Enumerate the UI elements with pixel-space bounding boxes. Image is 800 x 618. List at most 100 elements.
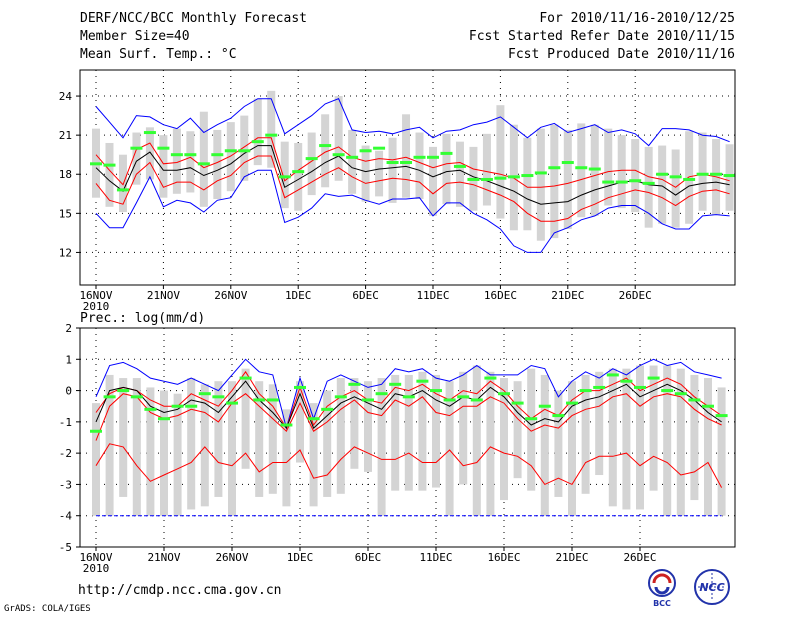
observed-marker bbox=[427, 155, 439, 159]
observed-marker bbox=[696, 172, 709, 176]
observed-marker bbox=[521, 174, 534, 178]
observed-marker bbox=[507, 175, 520, 179]
box-bar bbox=[132, 132, 141, 185]
x-tick-label: 16NOV bbox=[79, 551, 112, 564]
box-bar bbox=[350, 378, 359, 469]
box-bar bbox=[240, 115, 249, 181]
observed-marker bbox=[629, 179, 642, 183]
box-series bbox=[92, 365, 726, 516]
y-tick-label: 2 bbox=[65, 322, 72, 335]
box-bar bbox=[226, 122, 235, 192]
box-bar bbox=[429, 146, 437, 216]
box-bar bbox=[442, 133, 451, 205]
box-bar bbox=[671, 149, 680, 228]
box-bar bbox=[608, 368, 617, 507]
box-bar bbox=[361, 145, 370, 202]
x-tick-label: 1DEC bbox=[285, 289, 312, 302]
box-bar bbox=[241, 368, 250, 469]
observed-marker bbox=[669, 175, 682, 179]
observed-marker bbox=[359, 149, 372, 153]
box-bar bbox=[496, 105, 505, 219]
box-bar bbox=[540, 374, 549, 516]
observed-marker bbox=[238, 149, 251, 153]
observed-series bbox=[90, 373, 728, 433]
box-bar bbox=[472, 365, 481, 516]
mean--sd-line bbox=[95, 370, 722, 430]
box-bar bbox=[554, 390, 563, 497]
chart-title: DERF/NCC/BCC Monthly Forecast bbox=[80, 11, 307, 26]
box-bar bbox=[375, 150, 384, 197]
temp-panel: 12 15 18 21 24 16NOV 21NOV 26NOV 1DEC 6DEC 11DEC 16… bbox=[59, 69, 736, 313]
observed-marker bbox=[552, 414, 565, 418]
box-bar bbox=[336, 378, 345, 494]
box-bar bbox=[690, 374, 699, 501]
box-bar bbox=[388, 137, 397, 203]
box-bar bbox=[402, 114, 411, 198]
source-url[interactable]: http://cmdp.ncc.cma.gov.cn bbox=[78, 583, 282, 598]
observed-marker bbox=[116, 188, 129, 192]
box-bar bbox=[267, 90, 276, 168]
observed-marker bbox=[484, 376, 497, 380]
observed-marker bbox=[157, 146, 170, 150]
y-tick-label: -5 bbox=[59, 541, 72, 554]
observed-marker bbox=[602, 180, 615, 184]
box-bar bbox=[118, 154, 127, 213]
box-bar bbox=[577, 123, 586, 218]
box-bar bbox=[391, 374, 400, 491]
box-bar bbox=[364, 381, 372, 472]
observed-marker bbox=[443, 398, 456, 402]
box-bar bbox=[160, 390, 168, 516]
ensemble-min-line bbox=[95, 169, 730, 253]
observed-marker bbox=[715, 414, 728, 418]
box-bar bbox=[527, 368, 536, 491]
x-tick-label: 26DEC bbox=[619, 289, 652, 302]
box-bar bbox=[523, 137, 532, 231]
box-bar bbox=[663, 365, 672, 516]
observed-marker bbox=[511, 401, 524, 405]
x-tick-label: 16DEC bbox=[487, 551, 520, 564]
observed-marker bbox=[346, 155, 359, 159]
observed-marker bbox=[683, 177, 696, 181]
box-bar bbox=[649, 365, 658, 491]
forecast-period: For 2010/11/16-2010/12/25 bbox=[539, 11, 735, 26]
observed-marker bbox=[470, 398, 483, 402]
observed-marker bbox=[294, 385, 306, 389]
box-bar bbox=[105, 374, 114, 516]
observed-marker bbox=[130, 146, 143, 150]
box-bar bbox=[636, 365, 644, 510]
plot-frame bbox=[79, 327, 736, 548]
box-bar bbox=[228, 381, 236, 516]
observed-marker bbox=[642, 181, 655, 185]
x-tick-label: 26NOV bbox=[215, 551, 248, 564]
observed-marker bbox=[239, 376, 252, 380]
x-tick-label: 6DEC bbox=[352, 289, 379, 302]
x-tick-label: 21NOV bbox=[147, 289, 180, 302]
box-bar bbox=[159, 135, 168, 198]
observed-marker bbox=[467, 177, 480, 181]
ensemble-max-line bbox=[95, 358, 722, 431]
box-bar bbox=[500, 378, 508, 501]
observed-marker bbox=[548, 166, 561, 170]
observed-marker bbox=[400, 161, 413, 165]
box-bar bbox=[321, 114, 330, 188]
y-tick-label: 1 bbox=[65, 353, 72, 366]
y-tick-label: 21 bbox=[59, 129, 72, 142]
observed-marker bbox=[588, 167, 601, 171]
observed-marker bbox=[702, 404, 714, 408]
box-bar bbox=[550, 124, 559, 239]
observed-marker bbox=[453, 164, 466, 168]
box-bar bbox=[604, 128, 613, 206]
box-bar bbox=[186, 131, 195, 193]
observed-marker bbox=[185, 404, 198, 408]
observed-marker bbox=[103, 163, 116, 167]
box-bar bbox=[294, 142, 303, 211]
box-bar bbox=[445, 381, 454, 516]
variable-label: Mean Surf. Temp.: °C bbox=[80, 47, 237, 62]
observed-marker bbox=[375, 392, 388, 396]
box-bar bbox=[377, 378, 386, 516]
observed-marker bbox=[321, 407, 334, 411]
observed-marker bbox=[440, 151, 453, 155]
observed-marker bbox=[661, 389, 674, 393]
observed-marker bbox=[538, 404, 551, 408]
